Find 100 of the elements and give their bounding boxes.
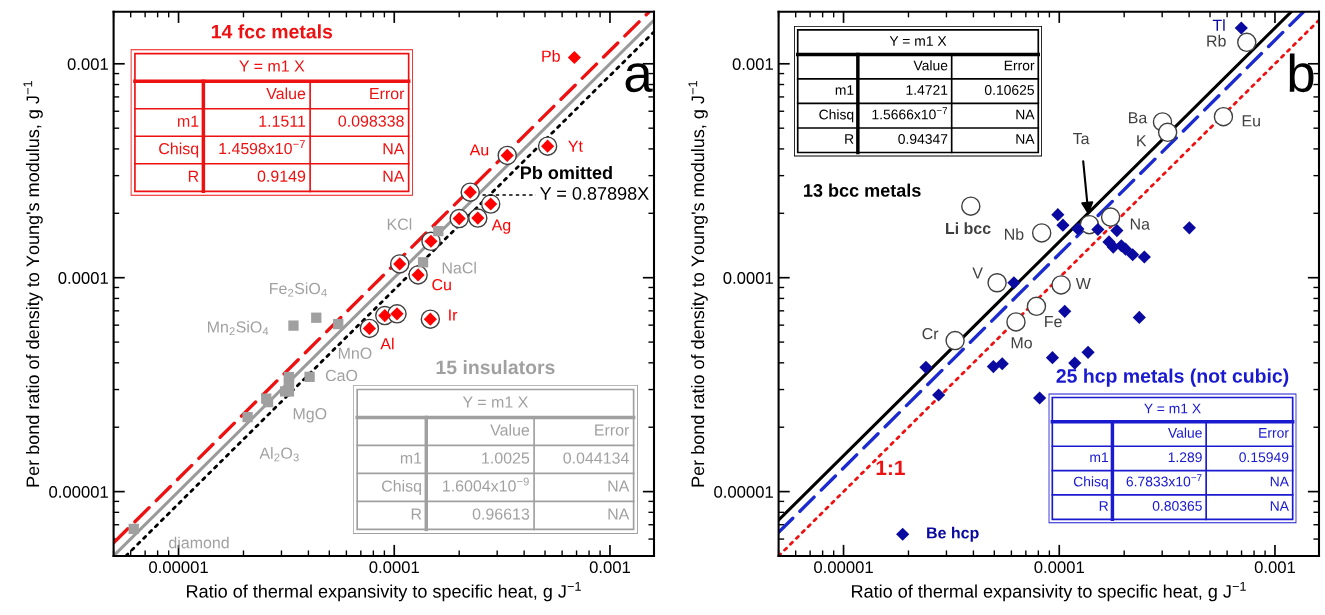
annotation: 0.098338 bbox=[338, 115, 404, 127]
data-label: Mo bbox=[1011, 337, 1032, 349]
data-label: MnO bbox=[338, 347, 372, 359]
data-label: Ba bbox=[1129, 112, 1148, 124]
data-label: Fe$_{2}$SiO$_{4}$ bbox=[270, 282, 327, 297]
annotation: Error bbox=[595, 424, 630, 436]
data-label: Cu bbox=[432, 279, 451, 291]
annotation: R bbox=[411, 508, 422, 520]
data-label: Nb bbox=[1005, 228, 1024, 240]
annotation: NA bbox=[1270, 476, 1289, 487]
data-label: Ag bbox=[491, 219, 511, 234]
data-label: Ir bbox=[449, 309, 458, 321]
annotation: 0.15949 bbox=[1239, 452, 1289, 463]
annotation: Value bbox=[1168, 427, 1202, 438]
x-tick-label: 0.001 bbox=[589, 561, 631, 574]
data-label: diamond bbox=[169, 536, 229, 549]
annotation: NA bbox=[608, 480, 630, 492]
data-label: KCl bbox=[387, 218, 412, 230]
data-label: Tl bbox=[1212, 19, 1225, 31]
annotation: Value bbox=[490, 424, 530, 436]
annotation: Chisq bbox=[381, 480, 421, 495]
data-label: Cr bbox=[922, 328, 939, 340]
annotation: 0.044134 bbox=[563, 452, 629, 464]
x-tick-label: 0.001 bbox=[1254, 561, 1296, 574]
x-tick-label: 0.0001 bbox=[369, 561, 419, 574]
data-label: Na bbox=[1130, 218, 1150, 230]
annotation: 1.0025 bbox=[482, 452, 530, 464]
data-label: Al bbox=[380, 337, 394, 350]
annotation: m1 bbox=[178, 115, 199, 127]
x-tick-label: 0.00001 bbox=[149, 561, 208, 574]
data-label: CaO bbox=[325, 369, 358, 382]
text: 15 insulators bbox=[436, 359, 555, 375]
x-axis-title: Ratio of thermal expansivity to specific heat, g J$^{−1}$ bbox=[187, 581, 581, 602]
annotation: Chisq bbox=[159, 142, 199, 158]
data-label: Eu bbox=[1242, 115, 1260, 127]
text: 25 hcp metals (not cubic) bbox=[1056, 368, 1289, 387]
annotation: NA bbox=[1270, 501, 1289, 511]
data-label: Rb bbox=[1207, 34, 1226, 47]
text: 14 fcc metals bbox=[211, 24, 333, 39]
annotation: Chisq bbox=[819, 109, 854, 123]
annotation: R bbox=[1099, 501, 1109, 511]
data-label: Be hcp bbox=[927, 526, 979, 542]
x-tick-label: 0.00001 bbox=[814, 561, 873, 574]
annotation: Y = m1 X bbox=[239, 60, 305, 72]
annotation: 0.94347 bbox=[898, 134, 948, 144]
annotation: Error bbox=[370, 88, 405, 100]
annotation: 1.4598x10$^{−7}$ bbox=[219, 140, 305, 155]
y-tick-label: 0.0001 bbox=[58, 272, 108, 284]
annotation: 1.1511 bbox=[259, 115, 306, 127]
annotation: Error bbox=[1259, 428, 1289, 438]
data-label: K bbox=[1137, 135, 1147, 147]
annotation: 1.289 bbox=[1168, 452, 1202, 463]
data-label: NaCl bbox=[442, 261, 476, 274]
annotation: 13 bcc metals bbox=[804, 183, 921, 197]
annotation: R bbox=[845, 134, 854, 144]
x-tick-label: 0.0001 bbox=[1034, 561, 1084, 574]
data-label: Ta bbox=[1073, 133, 1090, 145]
annotation: 0.96613 bbox=[472, 508, 530, 520]
x-axis-title: Ratio of thermal expansivity to specific heat, g J$^{−1}$ bbox=[852, 581, 1246, 602]
data-label: Al$_{2}$O$_{3}$ bbox=[259, 447, 299, 462]
data-label: Mn$_{2}$SiO$_{4}$ bbox=[207, 320, 269, 336]
annotation: NA bbox=[608, 508, 630, 520]
annotation: m1 bbox=[835, 85, 854, 95]
annotation: NA bbox=[1016, 109, 1035, 120]
y-tick-label: 0.001 bbox=[67, 58, 108, 70]
y-tick-label: 0.0001 bbox=[723, 272, 773, 284]
annotation: R bbox=[188, 170, 199, 182]
y-axis-title: Per bond ratio of density to Young's modulus, g J$^{−1}$ bbox=[23, 81, 43, 487]
annotation: Pb omitted bbox=[520, 165, 612, 180]
data-label: V bbox=[972, 267, 983, 279]
annotation: Value bbox=[266, 87, 306, 100]
annotation: a bbox=[625, 63, 653, 93]
annotation: NA bbox=[1016, 134, 1035, 144]
annotation: m1 bbox=[1090, 452, 1109, 462]
annotation: Chisq bbox=[1073, 476, 1108, 490]
annotation: 1:1 bbox=[876, 460, 905, 475]
annotation: b bbox=[1289, 53, 1314, 93]
y-tick-label: 0.00001 bbox=[49, 486, 108, 498]
annotation: Y = 0.87898X bbox=[540, 187, 649, 200]
data-label: Au bbox=[469, 144, 489, 156]
y-tick-label: 0.00001 bbox=[714, 486, 773, 498]
annotation: 6.7833x10$^{−7}$ bbox=[1126, 474, 1202, 487]
annotation: Value bbox=[913, 60, 948, 71]
annotation: m1 bbox=[400, 452, 422, 464]
annotation: 1.4721 bbox=[906, 85, 948, 95]
annotation: NA bbox=[383, 143, 405, 155]
annotation: 0.80365 bbox=[1152, 501, 1202, 511]
data-label: W bbox=[1075, 278, 1091, 290]
y-tick-label: 0.001 bbox=[732, 58, 773, 70]
annotation: Y = m1 X bbox=[889, 36, 947, 46]
annotation: 1.6004x10$^{−9}$ bbox=[443, 477, 529, 492]
data-label: Li bcc bbox=[946, 222, 991, 235]
data-label: Yt bbox=[568, 140, 583, 152]
annotation: Y = m1 X bbox=[462, 396, 528, 408]
annotation: 0.10625 bbox=[984, 85, 1034, 95]
y-axis-title: Per bond ratio of density to Young's modulus, g J$^{−1}$ bbox=[688, 81, 708, 487]
data-label: Pb bbox=[542, 50, 560, 62]
data-label: Fe bbox=[1045, 316, 1062, 328]
annotation: Y = m1 X bbox=[1144, 403, 1201, 414]
annotation: 0.9149 bbox=[257, 170, 306, 182]
